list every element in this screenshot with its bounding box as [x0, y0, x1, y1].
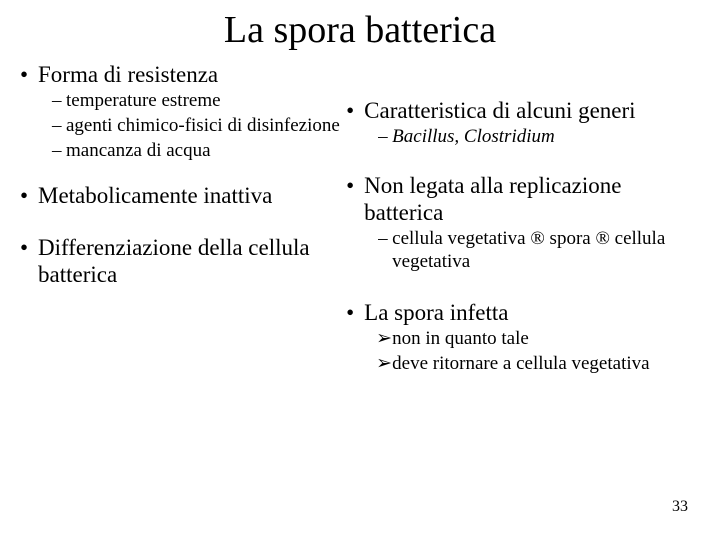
- item-text: Non legata alla replicazione batterica: [364, 173, 621, 224]
- list-item: Metabolicamente inattiva: [20, 183, 340, 209]
- right-column: Caratteristica di alcuni generi Bacillus…: [346, 62, 700, 396]
- sub-list: Bacillus, Clostridium: [378, 126, 700, 149]
- slide-number: 33: [672, 498, 688, 516]
- list-item: Caratteristica di alcuni generi Bacillus…: [346, 98, 700, 149]
- item-text: Forma di resistenza: [38, 62, 218, 87]
- item-text: Caratteristica di alcuni generi: [364, 98, 635, 123]
- left-list: Forma di resistenza temperature estreme …: [20, 62, 340, 288]
- columns-container: Forma di resistenza temperature estreme …: [20, 62, 700, 396]
- list-item: Differenziazione della cellula batterica: [20, 235, 340, 288]
- left-column: Forma di resistenza temperature estreme …: [20, 62, 340, 396]
- sub-item: mancanza di acqua: [52, 140, 340, 163]
- list-item: La spora infetta non in quanto tale deve…: [346, 300, 700, 376]
- sub-item: non in quanto tale: [378, 328, 700, 351]
- list-item: Non legata alla replicazione batterica c…: [346, 173, 700, 273]
- sub-list: cellula vegetativa ® spora ® cellula veg…: [378, 228, 700, 274]
- sub-item: agenti chimico-fisici di disinfezione: [52, 115, 340, 138]
- right-list: Caratteristica di alcuni generi Bacillus…: [346, 98, 700, 376]
- sub-list: non in quanto tale deve ritornare a cell…: [378, 328, 700, 376]
- slide: La spora batterica Forma di resistenza t…: [0, 0, 720, 540]
- sub-item: deve ritornare a cellula vegetativa: [378, 353, 700, 376]
- sub-item: cellula vegetativa ® spora ® cellula veg…: [378, 228, 700, 274]
- sub-item: Bacillus, Clostridium: [378, 126, 700, 149]
- item-text: La spora infetta: [364, 300, 508, 325]
- list-item: Forma di resistenza temperature estreme …: [20, 62, 340, 163]
- sub-list: temperature estreme agenti chimico-fisic…: [52, 90, 340, 162]
- slide-title: La spora batterica: [20, 8, 700, 52]
- sub-item: temperature estreme: [52, 90, 340, 113]
